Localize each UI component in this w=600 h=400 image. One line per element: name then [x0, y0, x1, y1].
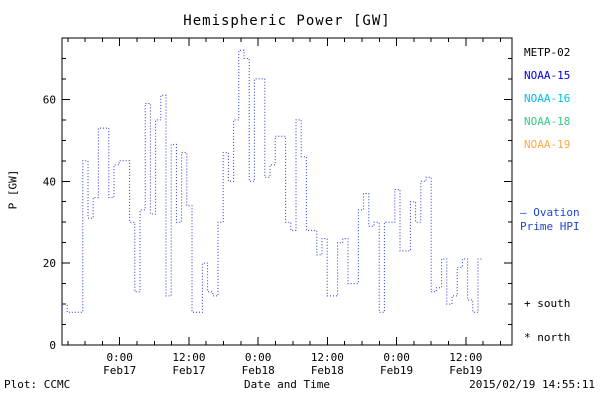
plot-frame	[61, 37, 513, 346]
y-tick-label: 0	[49, 339, 56, 352]
ovation-note-line1: – Ovation	[520, 206, 580, 219]
x-tick-time-label: 12:00	[172, 351, 205, 364]
x-tick-time-label: 0:00	[106, 351, 133, 364]
legend-noaa-18: NOAA-18	[524, 115, 571, 128]
x-tick-time-label: 0:00	[383, 351, 410, 364]
legend-noaa-15: NOAA-15	[524, 69, 571, 82]
marker-legend-south: + south	[524, 297, 571, 310]
legend-metp-02: METP-02	[524, 46, 571, 59]
y-tick-label: 20	[43, 257, 56, 270]
plot-timestamp: 2015/02/19 14:55:11	[469, 378, 595, 391]
x-tick-time-label: 12:00	[311, 351, 344, 364]
legend-noaa-19: NOAA-19	[524, 138, 571, 151]
x-tick-date-label: Feb18	[311, 364, 344, 377]
x-tick-date-label: Feb17	[103, 364, 136, 377]
axis-tick-labels: 02040600:00Feb1712:00Feb170:00Feb1812:00…	[43, 93, 483, 377]
x-tick-time-label: 12:00	[449, 351, 482, 364]
y-tick-label: 40	[43, 175, 56, 188]
hpi-step-line	[62, 49, 484, 313]
plot-credit: Plot: CCMC	[4, 378, 71, 391]
x-tick-date-label: Feb17	[172, 364, 205, 377]
page-title: Hemispheric Power [GW]	[183, 13, 391, 29]
x-tick-time-label: 0:00	[245, 351, 272, 364]
x-tick-date-label: Feb19	[380, 364, 413, 377]
ovation-note: – Ovation Prime HPI	[520, 206, 580, 234]
axis-ticks	[62, 38, 512, 346]
marker-legend-north: * north	[524, 331, 571, 344]
satellite-legend: METP-02 NOAA-15 NOAA-16 NOAA-18 NOAA-19	[524, 46, 570, 161]
x-tick-date-label: Feb19	[449, 364, 482, 377]
x-axis-title: Date and Time	[243, 378, 331, 391]
ovation-note-line2: Prime HPI	[520, 220, 580, 233]
x-tick-date-label: Feb18	[242, 364, 275, 377]
y-tick-label: 60	[43, 93, 56, 106]
legend-noaa-16: NOAA-16	[524, 92, 571, 105]
